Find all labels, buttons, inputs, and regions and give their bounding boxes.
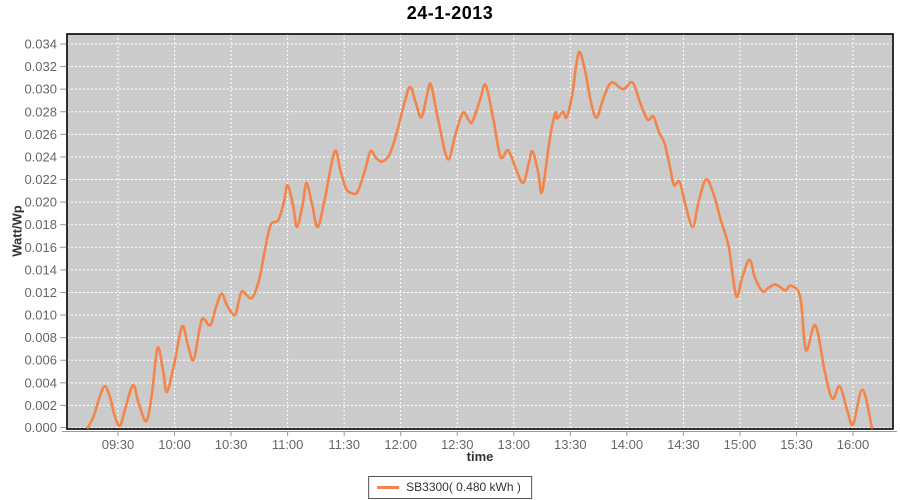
x-tick-label: 12:00: [384, 437, 417, 452]
y-tick-label: 0.004: [24, 375, 57, 390]
y-tick-label: 0.030: [24, 82, 57, 97]
x-tick-label: 13:30: [554, 437, 587, 452]
x-tick-label: 16:00: [837, 437, 870, 452]
legend: SB3300( 0.480 kWh ): [368, 476, 532, 499]
y-tick-label: 0.020: [24, 195, 57, 210]
y-tick-label: 0.002: [24, 398, 57, 413]
y-tick-label: 0.008: [24, 330, 57, 345]
x-tick-label: 12:30: [441, 437, 474, 452]
y-tick-label: 0.016: [24, 240, 57, 255]
y-tick-label: 0.028: [24, 104, 57, 119]
x-tick-label: 11:30: [328, 437, 360, 452]
x-tick-label: 14:00: [611, 437, 644, 452]
x-axis-label: time: [466, 449, 494, 464]
legend-series-swatch: [377, 485, 400, 489]
chart-title: 24-1-2013: [406, 3, 494, 23]
x-tick-label: 14:30: [667, 437, 700, 452]
x-tick-label: 10:00: [158, 437, 191, 452]
y-tick-label: 0.012: [24, 285, 57, 300]
x-tick-label: 09:30: [102, 437, 135, 452]
tick-labels: 0.000 0.002 0.004 0.006 0.008 0.010 0.012 0.014…: [24, 37, 869, 452]
y-tick-label: 0.000: [24, 420, 57, 435]
plot-area: [67, 34, 893, 429]
y-tick-label: 0.006: [24, 353, 57, 368]
plot-border: [66, 33, 894, 430]
y-tick-label: 0.032: [24, 59, 57, 74]
x-tick-label: 15:00: [724, 437, 757, 452]
y-tick-label: 0.014: [24, 262, 57, 277]
axis-ticks: [60, 43, 897, 436]
y-tick-label: 0.024: [24, 149, 57, 164]
x-tick-label: 13:00: [498, 437, 531, 452]
gridlines: [67, 34, 893, 429]
y-axis-label: Watt/Wp: [9, 205, 25, 257]
y-tick-label: 0.010: [24, 308, 57, 323]
y-tick-label: 0.022: [24, 172, 57, 187]
y-tick-label: 0.026: [24, 127, 57, 142]
x-tick-label: 15:30: [780, 437, 813, 452]
y-tick-label: 0.034: [24, 37, 57, 52]
legend-series-label: SB3300( 0.480 kWh ): [406, 480, 521, 494]
x-tick-label: 10:30: [215, 437, 248, 452]
series-line: [86, 50, 874, 429]
y-tick-label: 0.018: [24, 217, 57, 232]
x-tick-label: 11:00: [272, 437, 304, 452]
